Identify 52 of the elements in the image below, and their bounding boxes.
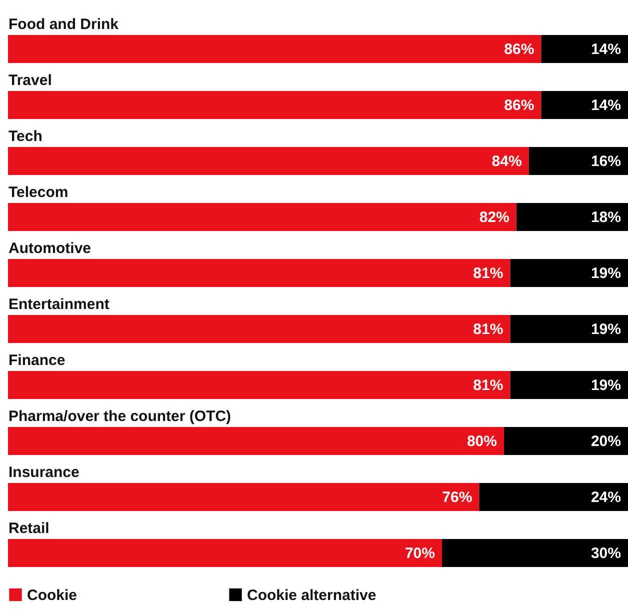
legend-label: Cookie alternative [247, 586, 376, 604]
data-label: 76% [442, 489, 472, 506]
data-label: 80% [466, 433, 497, 450]
data-label: 70% [404, 545, 435, 562]
data-label: 86% [504, 97, 534, 114]
bar [504, 427, 628, 455]
data-label: 81% [473, 321, 504, 338]
bar [479, 483, 628, 511]
bar [8, 427, 504, 455]
data-label: 18% [590, 209, 621, 226]
bar [516, 203, 628, 231]
data-label: 86% [504, 41, 534, 58]
bar [8, 315, 510, 343]
bar [528, 147, 628, 175]
bar [8, 371, 510, 399]
y-tick-label: Food and Drink [8, 16, 120, 33]
y-tick-label: Tech [8, 128, 42, 145]
y-tick-label: Travel [8, 72, 52, 89]
bar [8, 259, 510, 287]
data-label: 16% [590, 153, 621, 170]
data-label: 19% [590, 265, 621, 282]
data-label: 20% [590, 433, 621, 450]
y-tick-label: Insurance [8, 464, 80, 481]
bar [442, 539, 628, 567]
bar [510, 315, 628, 343]
data-label: 14% [590, 41, 621, 58]
y-tick-label: Retail [8, 520, 50, 537]
y-tick-label: Telecom [8, 184, 68, 201]
y-tick-label: Entertainment [8, 296, 110, 313]
data-label: 14% [590, 97, 621, 114]
data-label: 19% [590, 377, 621, 394]
y-tick-label: Pharma/over the counter (OTC) [8, 408, 232, 425]
y-tick-label: Finance [8, 352, 66, 369]
bar [8, 91, 542, 119]
bar [8, 203, 516, 231]
data-label: 19% [590, 321, 621, 338]
bar [510, 371, 628, 399]
bar [8, 539, 442, 567]
bar [8, 483, 480, 511]
data-label: 81% [473, 377, 504, 394]
data-label: 30% [590, 545, 621, 562]
data-label: 24% [590, 489, 621, 506]
bar [541, 35, 628, 63]
data-label: 82% [479, 209, 510, 226]
bar [510, 259, 628, 287]
data-label: 81% [473, 265, 504, 282]
data-label: 84% [492, 153, 522, 170]
bar [541, 91, 628, 119]
y-tick-label: Automotive [8, 240, 91, 257]
bar [8, 147, 529, 175]
legend-label: Cookie [27, 586, 78, 604]
bar [8, 35, 542, 63]
